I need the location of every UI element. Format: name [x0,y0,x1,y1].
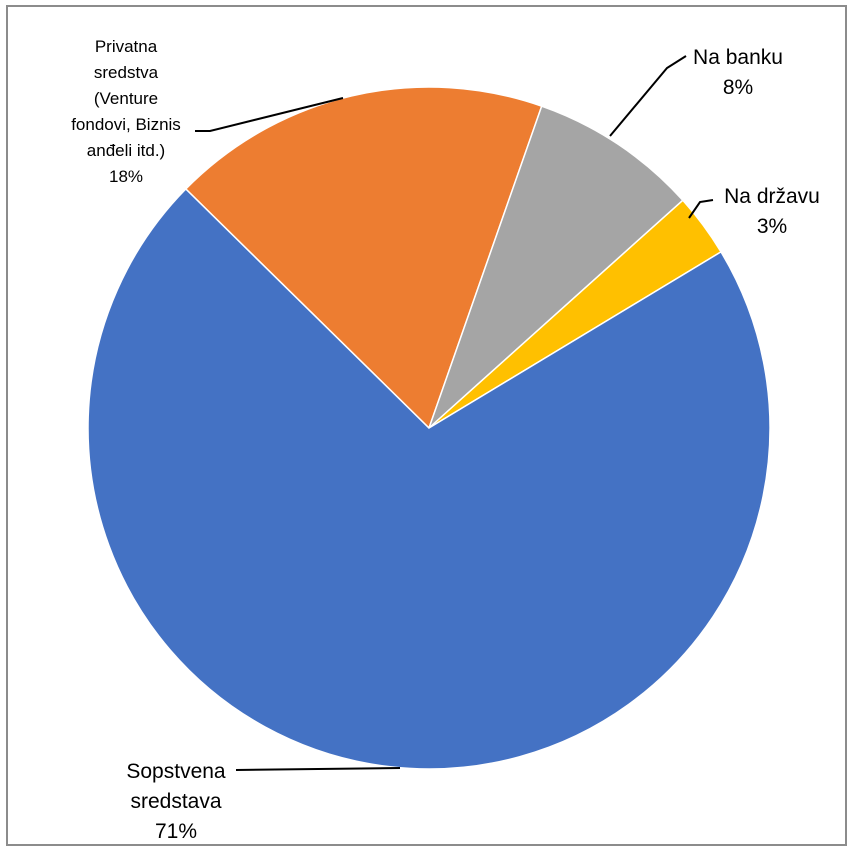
label-privatna-sredstva-percent: 18% [109,167,143,186]
label-sopstvena-sredstava-leader-line [235,767,401,771]
label-na-drzavu-leader-line [688,199,714,219]
label-privatna-sredstva-line: (Venture [94,89,158,108]
label-na-drzavu-line: Na državu [724,185,820,208]
pie-slices [87,86,771,770]
leader-lines [195,55,714,771]
label-privatna-sredstva: Privatna sredstva (Venture fondovi, Biznis a… [71,37,181,186]
label-privatna-sredstva-leader-line [195,97,344,132]
label-na-banku-percent: 8% [723,76,753,99]
label-na-banku: Na banku 8% [693,46,783,99]
label-privatna-sredstva-line: sredstva [94,63,159,82]
label-privatna-sredstva-line: fondovi, Biznis [71,115,181,134]
label-na-banku-leader-line [609,55,687,137]
label-privatna-sredstva-line: Privatna [95,37,158,56]
slice-na-banku [428,105,684,429]
label-na-banku-line: Na banku [693,46,783,69]
label-privatna-sredstva-line: anđeli itd.) [87,141,165,160]
chart-frame [6,5,847,846]
slice-labels: Sopstvena sredstava 71% Privatna sredstva (Ve… [71,37,820,843]
label-sopstvena-sredstava-line: sredstava [130,790,221,813]
label-sopstvena-sredstava-line: Sopstvena [126,760,226,783]
slice-privatna-sredstva [184,86,543,430]
label-na-drzavu: Na državu 3% [724,185,820,238]
label-sopstvena-sredstava: Sopstvena sredstava 71% [126,760,226,843]
label-sopstvena-sredstava-percent: 71% [155,820,197,843]
label-na-drzavu-percent: 3% [757,215,787,238]
slice-sopstvena-sredstava [87,187,771,770]
